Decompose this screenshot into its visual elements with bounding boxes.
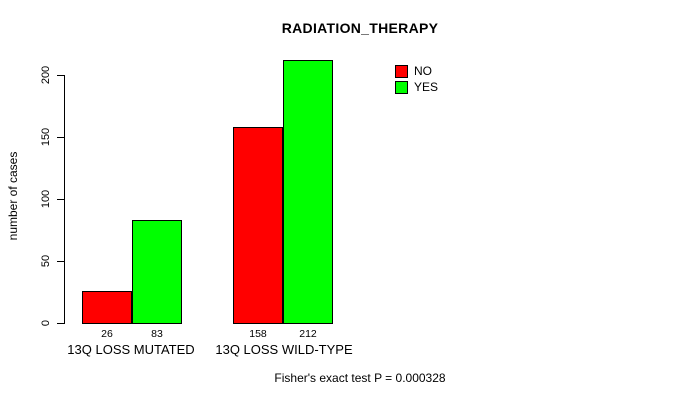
legend-swatch-yes [395,80,408,94]
legend-item-no: NO [395,64,438,78]
category-label-wild-type: 13Q LOSS WILD-TYPE [215,342,353,357]
bar-no-0 [82,291,132,324]
bar-no-1 [233,127,283,324]
y-axis-label: number of cases [6,151,20,241]
y-axis-tick-label: 50 [40,254,52,268]
bar-yes-0 [132,220,182,324]
legend-item-yes: YES [395,80,438,94]
y-axis-tick [57,261,64,262]
y-axis-tick [57,323,64,324]
y-axis-tick-label: 150 [40,127,52,147]
bar-value-label: 212 [299,328,317,340]
chart-title: RADIATION_THERAPY [281,20,439,36]
legend: NO YES [395,64,438,96]
bar-value-label: 26 [101,328,113,340]
fisher-test-annotation: Fisher's exact test P = 0.000328 [274,371,446,385]
y-axis-tick-label: 100 [40,189,52,209]
y-axis-tick-label: 200 [40,65,52,85]
bar-yes-1 [283,60,333,324]
legend-label-no: NO [414,64,432,78]
y-axis-tick [57,199,64,200]
bar-value-label: 158 [249,328,267,340]
y-axis-tick [57,75,64,76]
y-axis-line [64,75,65,324]
y-axis-tick-label: 0 [40,319,52,327]
y-axis-tick [57,137,64,138]
legend-swatch-no [395,64,408,78]
category-label-mutated: 13Q LOSS MUTATED [67,342,195,357]
legend-label-yes: YES [414,80,439,94]
bar-value-label: 83 [151,328,163,340]
